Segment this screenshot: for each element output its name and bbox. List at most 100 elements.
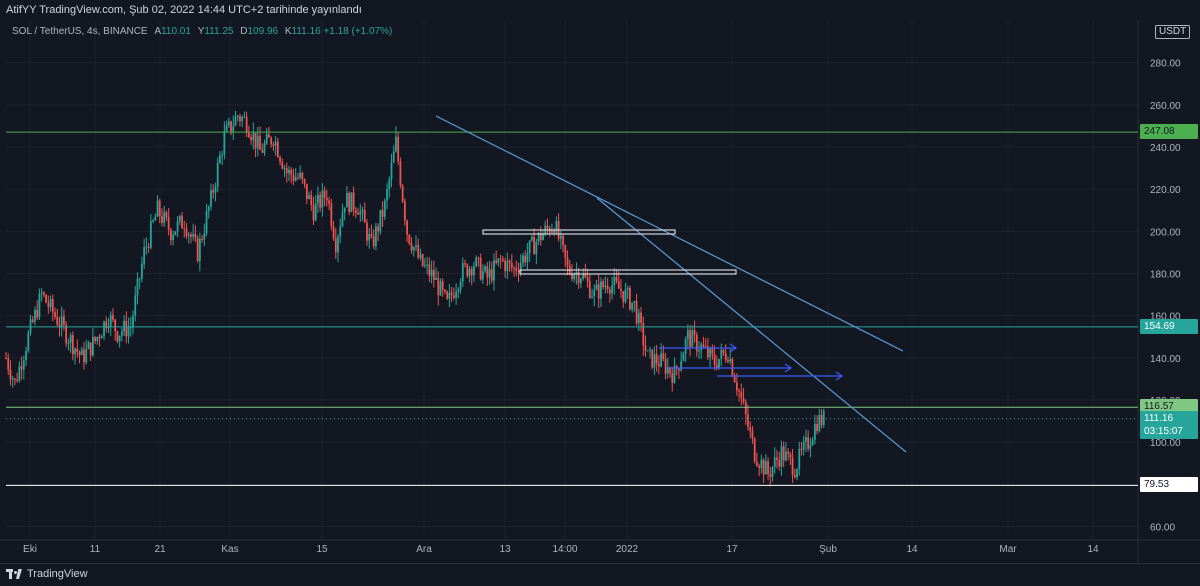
candle-body [129,327,132,329]
candle-body [403,201,406,221]
candle-body [69,335,72,343]
candle-body [760,459,763,468]
candle-body [401,185,404,202]
candle-body [502,259,504,261]
candle-body [303,179,306,184]
candle-body [764,461,767,475]
candle-body [515,267,518,271]
candle-body [187,234,190,236]
candle-body [778,460,781,467]
candle-body [319,194,322,208]
candle-body [695,334,698,352]
candle-body [279,157,281,162]
candle-body [669,367,671,374]
candle-body [684,339,687,354]
candle-body [475,257,478,266]
candle-body [767,461,769,475]
candle-body [92,336,94,356]
candle-body [38,293,41,318]
candle-body [682,353,685,362]
candle-body [568,265,571,274]
candle-body [87,342,90,349]
candle-body [421,254,424,266]
candle-body [247,132,250,138]
candle-body [80,349,83,355]
candle-body [98,336,101,339]
candle-body [722,349,725,354]
candle-body [254,132,257,149]
candle-body [16,379,19,381]
candle-body [239,116,241,121]
price-tag: 79.53 [1140,477,1198,493]
candle-body [9,369,12,380]
candle-body [256,135,259,149]
price-tick-label: 60.00 [1150,523,1175,534]
candle-body [798,448,801,470]
candle-body [357,213,359,215]
candle-body [539,232,542,240]
candle-body [459,281,462,290]
candle-body [337,236,339,253]
candle-body [426,264,429,266]
candle-body [165,212,168,218]
candle-body [29,319,32,334]
candle-body [740,391,743,399]
candle-body [78,351,81,355]
candle-body [5,357,7,359]
candle-body [528,240,531,254]
candle-body [615,276,618,282]
candle-body [506,260,509,272]
low-value: 109.96 [247,26,279,37]
candle-body [299,172,302,178]
candle-body [294,177,297,181]
candle-body [809,445,812,449]
candle-body [359,211,362,215]
candle-body [662,353,665,360]
price-tag: 154.69 [1140,318,1198,334]
candle-body [250,137,253,141]
candle-body [729,359,732,362]
candle-body [588,281,591,298]
candle-body [749,427,752,431]
symbol-label[interactable]: SOL / TetherUS, 4s, BINANCE [12,26,148,37]
candle-body [379,209,382,232]
candle-body [653,354,656,368]
candle-body [190,234,192,237]
candle-body [762,459,765,475]
time-tick-label: Kas [221,544,238,555]
candle-body [216,162,219,187]
candle-body [802,441,805,450]
candle-body [397,136,400,162]
candle-body [232,125,235,132]
publish-text: AtifYY TradingView.com, Şub 02, 2022 14:… [6,4,362,16]
currency-badge[interactable]: USDT [1155,25,1191,39]
candle-body [693,330,696,335]
candle-body [432,269,435,280]
candle-body [415,245,417,247]
candle-body [63,316,65,325]
candle-body [103,321,105,336]
price-tick-label: 260.00 [1150,101,1181,112]
candle-body [47,302,50,307]
candle-body [631,302,634,310]
candle-body [399,161,402,186]
time-tick-label: 14 [906,544,918,555]
candle-body [704,346,707,348]
candle-body [789,453,792,458]
candle-body [510,262,513,268]
candle-body [114,319,117,332]
candle-body [85,348,88,363]
candle-body [490,269,493,281]
tradingview-logo[interactable]: TradingView [6,568,88,580]
candle-body [196,237,199,262]
price-tag-value: 154.69 [1144,320,1175,332]
time-tick-label: 15 [316,544,328,555]
candle-body [152,220,154,222]
candle-body [655,354,658,364]
candle-body [473,265,475,276]
candle-body [281,161,284,169]
price-tick-label: 100.00 [1150,438,1181,449]
candle-body [370,233,373,237]
candle-body [499,258,502,260]
